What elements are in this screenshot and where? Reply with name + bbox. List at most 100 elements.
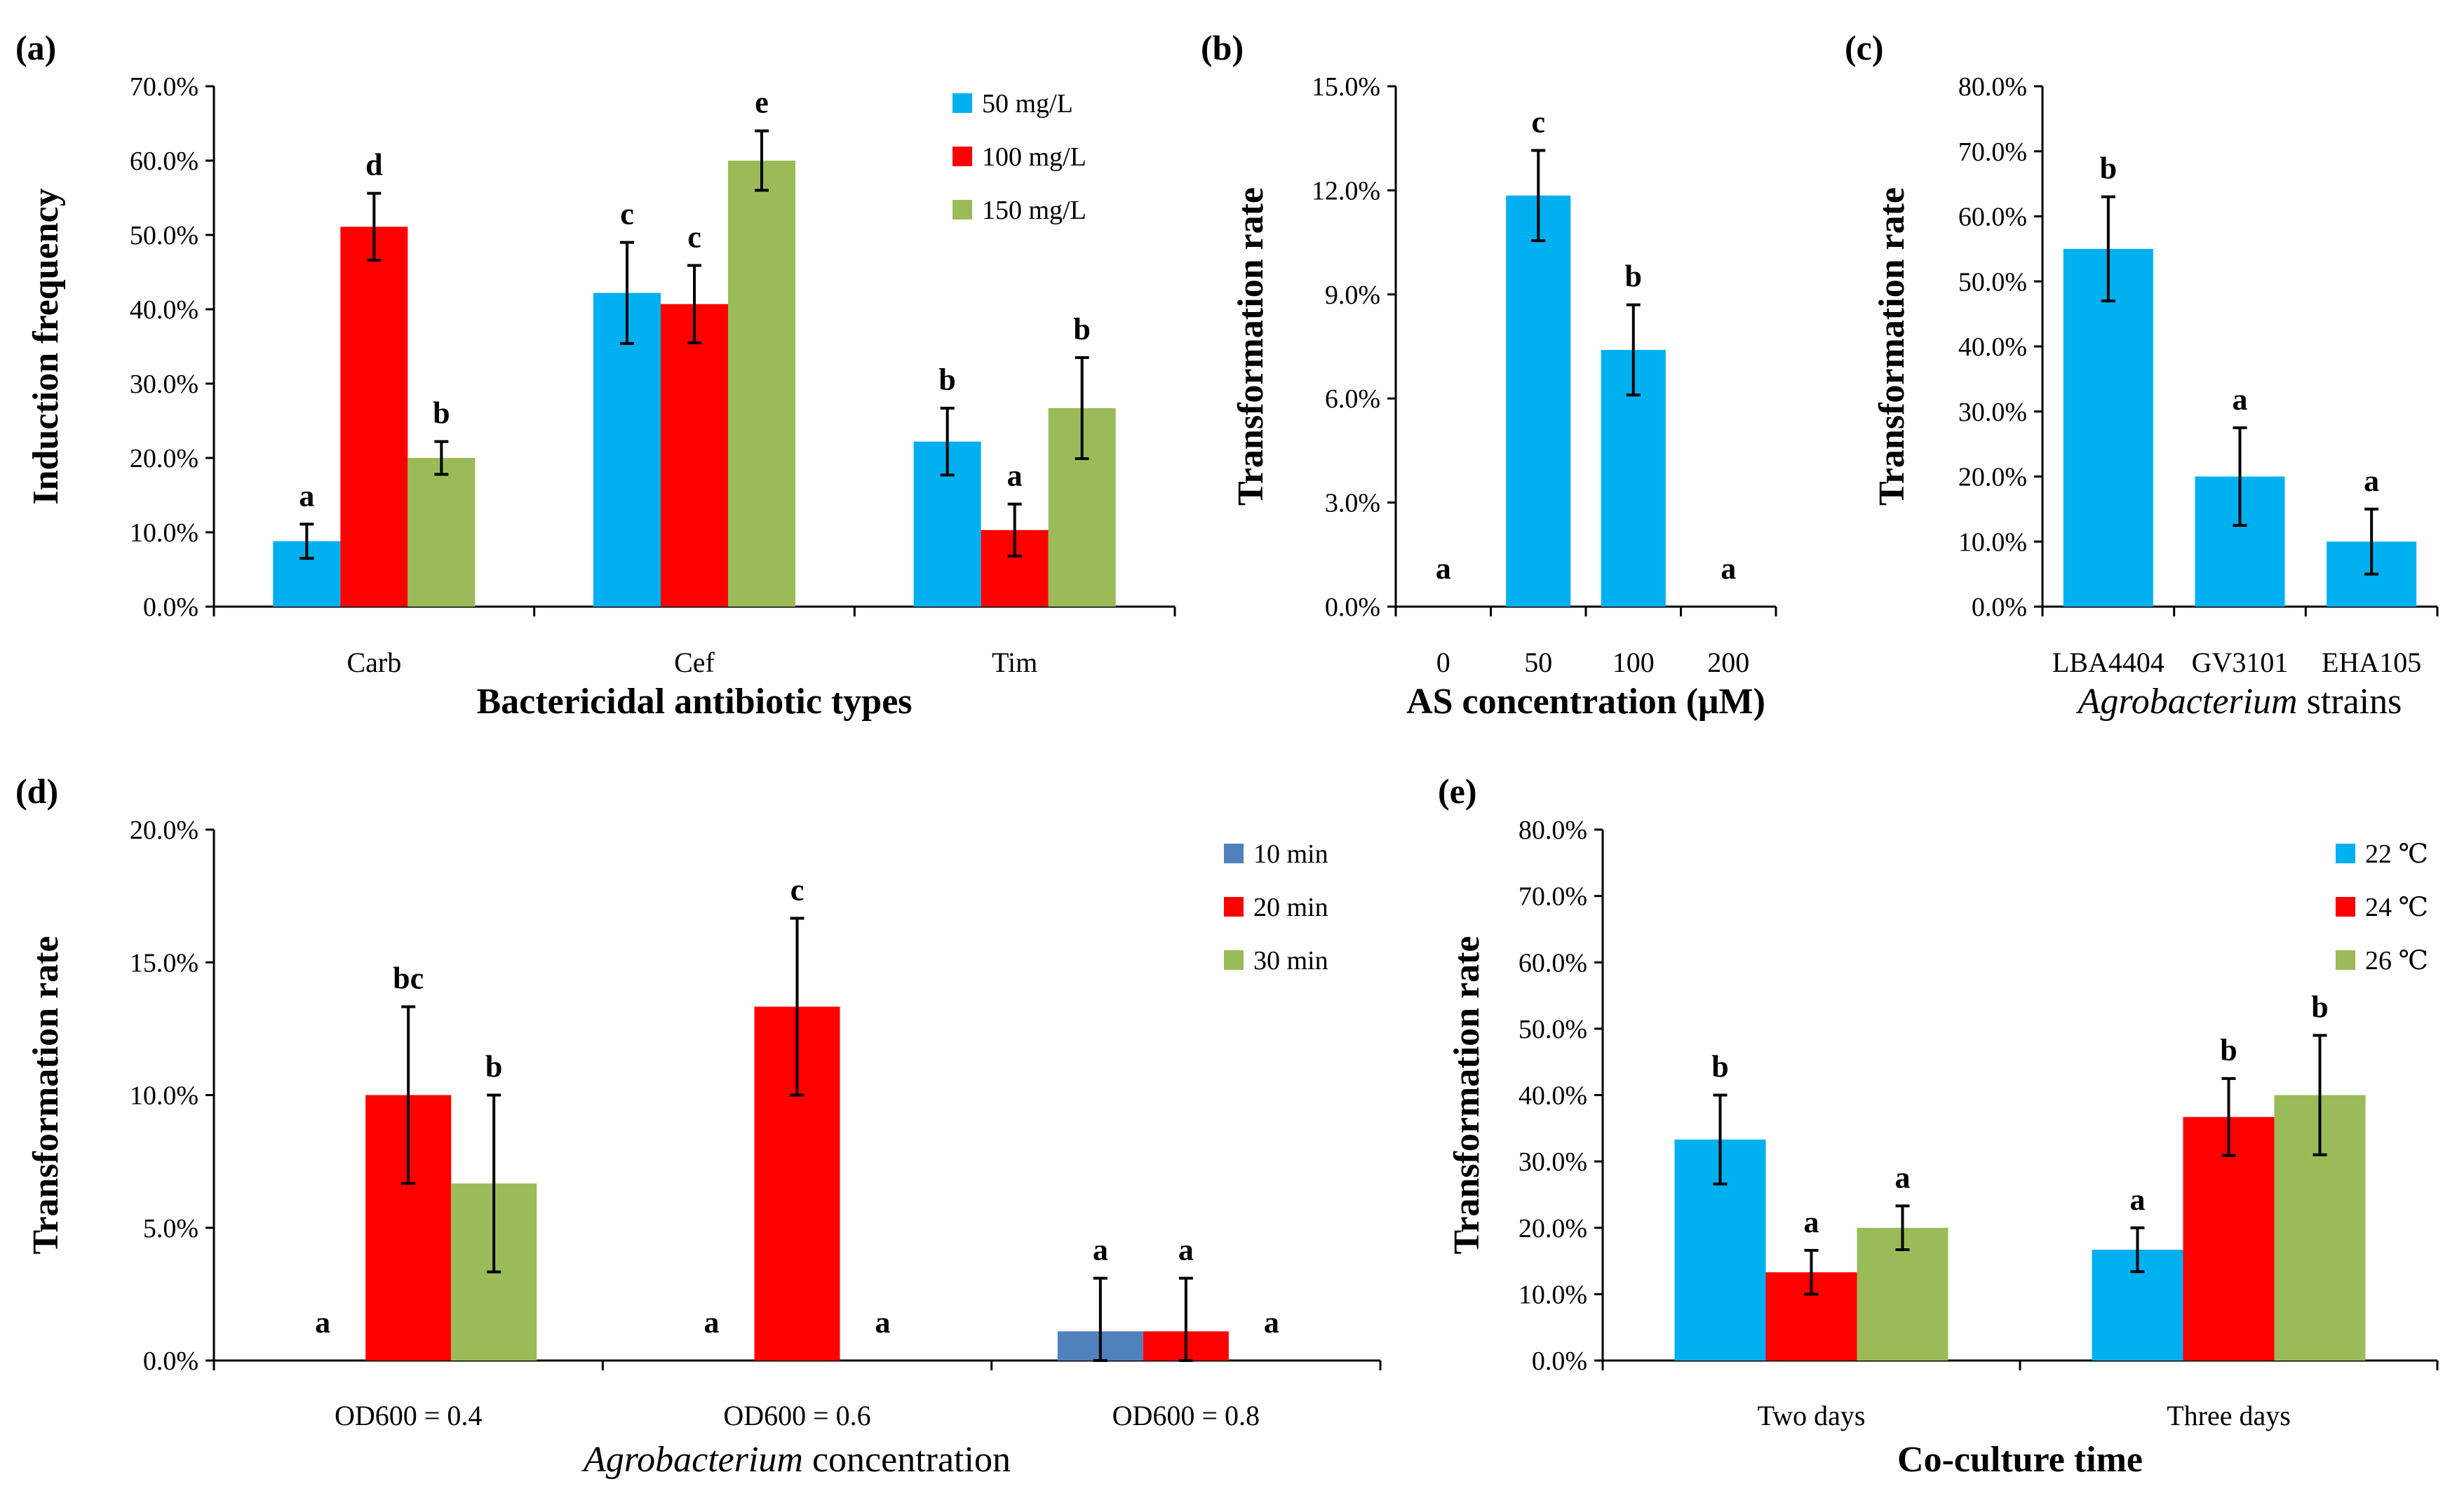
y-axis-title: Transformation rate (1447, 936, 1487, 1255)
x-tick-label: OD600 = 0.4 (335, 1400, 482, 1431)
legend-swatch (2336, 950, 2355, 970)
legend-swatch (1224, 897, 1244, 917)
legend-swatch (952, 93, 972, 113)
legend-swatch (952, 147, 972, 166)
x-axis-title: Bactericidal antibiotic types (476, 682, 912, 722)
y-tick-label: 40.0% (1958, 332, 2027, 362)
y-tick-label: 15.0% (130, 948, 198, 978)
y-tick-label: 30.0% (1519, 1147, 1587, 1177)
significance-letter: bc (393, 961, 424, 995)
significance-letter: a (704, 1305, 720, 1339)
legend-swatch (952, 200, 972, 220)
y-tick-label: 3.0% (1325, 489, 1380, 518)
x-tick-label: Tim (992, 647, 1037, 678)
legend-swatch (1224, 844, 1244, 863)
y-tick-label: 20.0% (1958, 463, 2027, 492)
legend-label: 50 mg/L (982, 89, 1073, 119)
significance-letter: a (1721, 551, 1736, 586)
legend-label: 150 mg/L (982, 196, 1086, 225)
legend: 50 mg/L 100 mg/L 150 mg/L (952, 89, 1086, 225)
x-tick-label: Three days (2167, 1400, 2291, 1431)
significance-letter: b (938, 363, 955, 397)
significance-letter: b (2220, 1033, 2237, 1067)
y-tick-label: 70.0% (1519, 882, 1587, 912)
x-axis-title: Agrobacterium concentration (581, 1440, 1011, 1480)
y-tick-label: 50.0% (130, 221, 198, 250)
significance-letter: a (315, 1305, 330, 1339)
y-tick-label: 70.0% (1958, 137, 2027, 167)
x-tick-label: EHA105 (2322, 647, 2421, 678)
y-tick-label: 80.0% (1958, 72, 2027, 102)
y-tick-label: 50.0% (1519, 1015, 1587, 1044)
x-axis-title-italic: Agrobacterium (581, 1440, 803, 1480)
significance-letter: a (299, 478, 314, 513)
panel-a: (a) 0.0% 10.0% 20.0% 30.0% 40.0% 50.0% 60.0% 70.… (15, 28, 1176, 722)
legend-label: 24 ℃ (2365, 893, 2428, 922)
y-tick-label: 0.0% (143, 1347, 198, 1376)
y-tick-label: 10.0% (1958, 527, 2027, 557)
y-tick-label: 0.0% (143, 593, 198, 622)
panel-label: (d) (15, 771, 58, 811)
y-tick-label: 0.0% (1325, 593, 1380, 622)
x-axis-title: AS concentration (μM) (1406, 682, 1765, 722)
legend-label: 10 min (1253, 839, 1328, 869)
significance-letter: b (2311, 990, 2328, 1024)
y-tick-label: 10.0% (130, 1081, 198, 1111)
y-tick-label: 20.0% (130, 816, 198, 845)
x-axis-title-italic: Agrobacterium (2076, 682, 2298, 722)
significance-letter: a (2364, 464, 2379, 498)
significance-letter: c (1531, 105, 1545, 140)
legend: 10 min 20 min 30 min (1224, 839, 1328, 976)
x-tick-label: 0 (1436, 647, 1450, 678)
x-axis-title: Co-culture time (1897, 1440, 2143, 1480)
x-tick-label: Two days (1758, 1400, 1866, 1431)
bar (661, 304, 728, 607)
panel-label: (a) (15, 28, 56, 67)
y-tick-label: 60.0% (130, 147, 198, 176)
significance-letter: a (1436, 551, 1451, 586)
legend-swatch (2336, 897, 2355, 917)
y-tick-label: 30.0% (1958, 398, 2027, 427)
y-tick-label: 20.0% (1519, 1214, 1587, 1243)
significance-letter: c (687, 220, 701, 254)
legend-label: 26 ℃ (2365, 946, 2428, 976)
legend-swatch (2336, 844, 2355, 863)
significance-letter: b (1711, 1050, 1728, 1084)
panel-label: (c) (1845, 28, 1884, 67)
bar (2063, 248, 2153, 607)
panel-d: (d)0.0%5.0%10.0%15.0%20.0%OD600 = 0.4abc… (15, 771, 1382, 1480)
significance-letter: a (1093, 1233, 1108, 1267)
x-tick-label: 100 (1613, 647, 1655, 678)
x-axis-title-rest: strains (2298, 682, 2402, 722)
panel-label: (b) (1201, 28, 1244, 67)
significance-letter: b (1073, 312, 1090, 346)
bar (408, 458, 476, 607)
significance-letter: a (1264, 1305, 1279, 1339)
x-axis-title: Agrobacterium strains (2076, 682, 2402, 722)
y-tick-label: 0.0% (1972, 593, 2027, 622)
legend-label: 30 min (1253, 946, 1328, 976)
significance-letter: c (620, 197, 634, 231)
bar (728, 161, 795, 607)
significance-letter: b (2100, 151, 2117, 186)
panel-b: (b) 0.0% 3.0% 6.0% 9.0% 12.0% 15.0% 0 a 50 c 100 b 20… (1201, 28, 1777, 722)
significance-letter: e (755, 86, 769, 120)
y-tick-label: 40.0% (1519, 1081, 1587, 1111)
significance-letter: a (2130, 1182, 2146, 1217)
y-tick-label: 20.0% (130, 444, 198, 473)
bar (2183, 1116, 2275, 1361)
bar (1506, 195, 1571, 607)
y-tick-label: 6.0% (1325, 384, 1380, 414)
x-tick-label: OD600 = 0.8 (1112, 1400, 1260, 1431)
y-tick-label: 9.0% (1325, 281, 1380, 310)
significance-letter: a (2233, 382, 2248, 417)
legend-swatch (1224, 950, 1244, 970)
significance-letter: a (1895, 1161, 1911, 1195)
y-tick-label: 80.0% (1519, 816, 1587, 845)
significance-letter: a (1804, 1205, 1819, 1239)
y-tick-label: 0.0% (1532, 1347, 1587, 1376)
significance-letter: c (790, 872, 804, 907)
y-tick-label: 10.0% (130, 518, 198, 548)
y-tick-label: 60.0% (1958, 203, 2027, 232)
